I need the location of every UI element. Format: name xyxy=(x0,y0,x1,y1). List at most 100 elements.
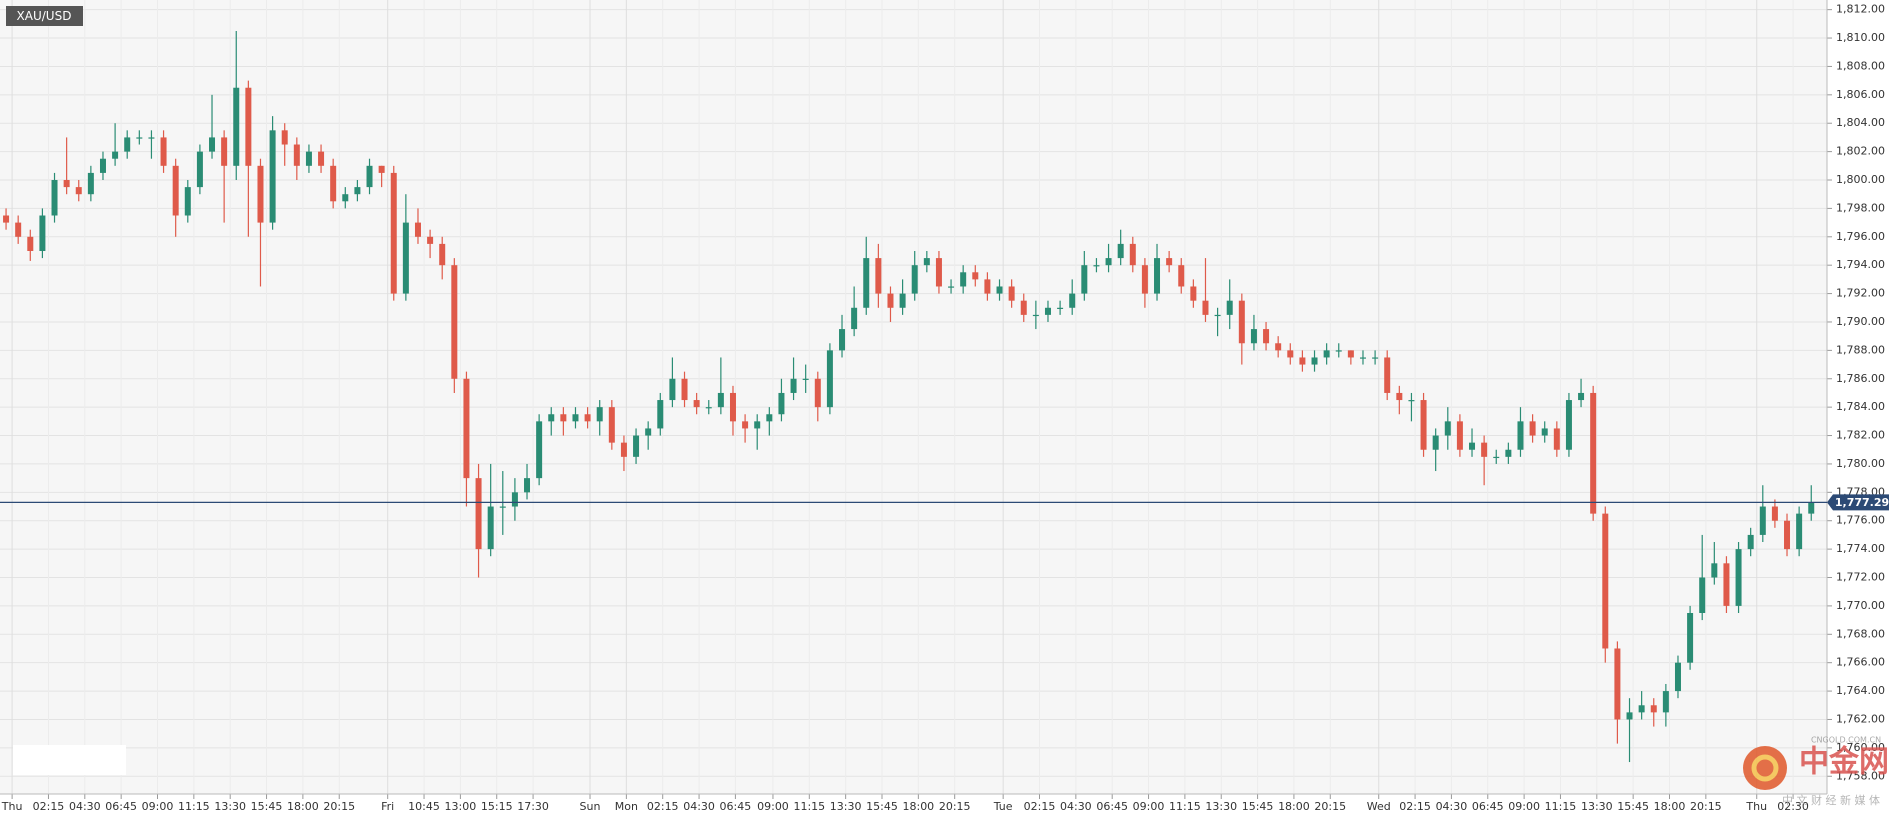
candle-body xyxy=(826,350,833,408)
candle-body xyxy=(1069,293,1076,308)
y-tick-label: 1,762.00 xyxy=(1836,712,1885,725)
x-tick-label: 11:15 xyxy=(1545,800,1577,813)
x-tick-label: 15:45 xyxy=(866,800,898,813)
candle-body xyxy=(560,414,567,422)
y-tick-label: 1,764.00 xyxy=(1836,684,1885,697)
candle-body xyxy=(366,165,373,188)
y-tick-label: 1,804.00 xyxy=(1836,116,1885,129)
candle-body xyxy=(899,293,906,308)
x-tick-label: Wed xyxy=(1367,800,1391,813)
candle-body xyxy=(1723,563,1730,606)
candle-body xyxy=(63,180,70,188)
candle-body xyxy=(1044,307,1051,315)
x-tick-label: Thu xyxy=(1745,800,1767,813)
candle-body xyxy=(584,414,591,422)
x-tick-label: 09:00 xyxy=(142,800,174,813)
candle-body xyxy=(1396,392,1403,401)
candle-body xyxy=(1432,435,1439,450)
candle-body xyxy=(342,194,349,202)
candle-body xyxy=(221,137,228,166)
candle-body xyxy=(439,243,446,266)
candle-body xyxy=(390,172,397,294)
candle-body xyxy=(1263,329,1270,344)
y-tick-label: 1,796.00 xyxy=(1836,230,1885,243)
y-tick-label: 1,806.00 xyxy=(1836,88,1885,101)
x-tick-label: 04:30 xyxy=(69,800,101,813)
candle-body xyxy=(499,506,506,508)
x-tick-label: 18:00 xyxy=(902,800,934,813)
overlay: 1,777.29 xyxy=(0,494,1889,511)
x-tick-label: 06:45 xyxy=(720,800,752,813)
candle-body xyxy=(1105,258,1112,266)
candle-body xyxy=(1614,648,1621,720)
candle-body xyxy=(1335,350,1342,352)
candle-body xyxy=(463,378,470,479)
candle-body xyxy=(148,137,155,139)
y-tick-label: 1,812.00 xyxy=(1836,3,1885,16)
candle-body xyxy=(27,236,34,251)
x-tick-label: 04:30 xyxy=(1436,800,1468,813)
y-tick-label: 1,794.00 xyxy=(1836,258,1885,271)
x-tick-label: 15:45 xyxy=(251,800,283,813)
candle-body xyxy=(1626,712,1633,720)
candle-body xyxy=(1287,350,1294,358)
candle-body xyxy=(257,165,264,223)
watermark-domain: CNGOLD.COM.CN xyxy=(1811,736,1881,745)
candle-body xyxy=(1032,314,1039,317)
candle-body xyxy=(1493,456,1500,459)
candle-body xyxy=(124,137,131,152)
candle-body xyxy=(608,407,615,443)
candle-body xyxy=(851,307,858,330)
y-tick-label: 1,788.00 xyxy=(1836,343,1885,356)
candle-body xyxy=(1347,350,1354,358)
x-tick-label: 11:15 xyxy=(178,800,210,813)
candle-body xyxy=(1238,300,1245,344)
candle-body xyxy=(1759,506,1766,535)
candle-body xyxy=(1299,357,1306,365)
candle-body xyxy=(1081,265,1088,294)
blank-panel xyxy=(13,745,126,775)
candle-body xyxy=(99,158,106,173)
candle-body xyxy=(1250,329,1257,344)
x-tick-label: 15:45 xyxy=(1617,800,1649,813)
x-tick-label: 02:30 xyxy=(1777,800,1809,813)
candle-body xyxy=(196,151,203,188)
candle-body xyxy=(1359,357,1366,359)
x-tick-label: 13:30 xyxy=(1205,800,1237,813)
candle-body xyxy=(414,222,421,237)
last-price-box xyxy=(1827,494,1889,511)
candle-body xyxy=(378,165,385,173)
candle-body xyxy=(1784,520,1791,550)
x-tick-label: 06:45 xyxy=(1096,800,1128,813)
candle-body xyxy=(1481,442,1488,457)
candle-body xyxy=(330,165,337,202)
candle-body xyxy=(487,506,494,550)
candle-body xyxy=(1214,314,1221,317)
candle-body xyxy=(705,407,712,409)
candle-body xyxy=(1226,300,1233,315)
candle-body xyxy=(1323,350,1330,358)
x-tick-label: 11:15 xyxy=(793,800,825,813)
candle-body xyxy=(645,428,652,436)
candle-body xyxy=(172,165,179,216)
candle-body xyxy=(1166,258,1173,266)
candle-body xyxy=(1178,265,1185,287)
y-tick-label: 1,770.00 xyxy=(1836,599,1885,612)
watermark-logo xyxy=(1743,746,1787,790)
x-tick-label: 02:15 xyxy=(647,800,679,813)
candle-body xyxy=(75,187,82,195)
x-tick-label: 20:15 xyxy=(1314,800,1346,813)
x-tick-label: 18:00 xyxy=(1278,800,1310,813)
candle-body xyxy=(15,222,22,237)
x-tick-label: 09:00 xyxy=(1133,800,1165,813)
candle-body xyxy=(1808,502,1815,514)
candle-body xyxy=(1008,286,1015,301)
x-tick-label: Tue xyxy=(993,800,1013,813)
candle-body xyxy=(1093,265,1100,267)
x-tick-label: Fri xyxy=(381,800,394,813)
candle-body xyxy=(427,236,434,244)
candle-body xyxy=(802,378,809,380)
x-tick-label: Thu xyxy=(1,800,23,813)
